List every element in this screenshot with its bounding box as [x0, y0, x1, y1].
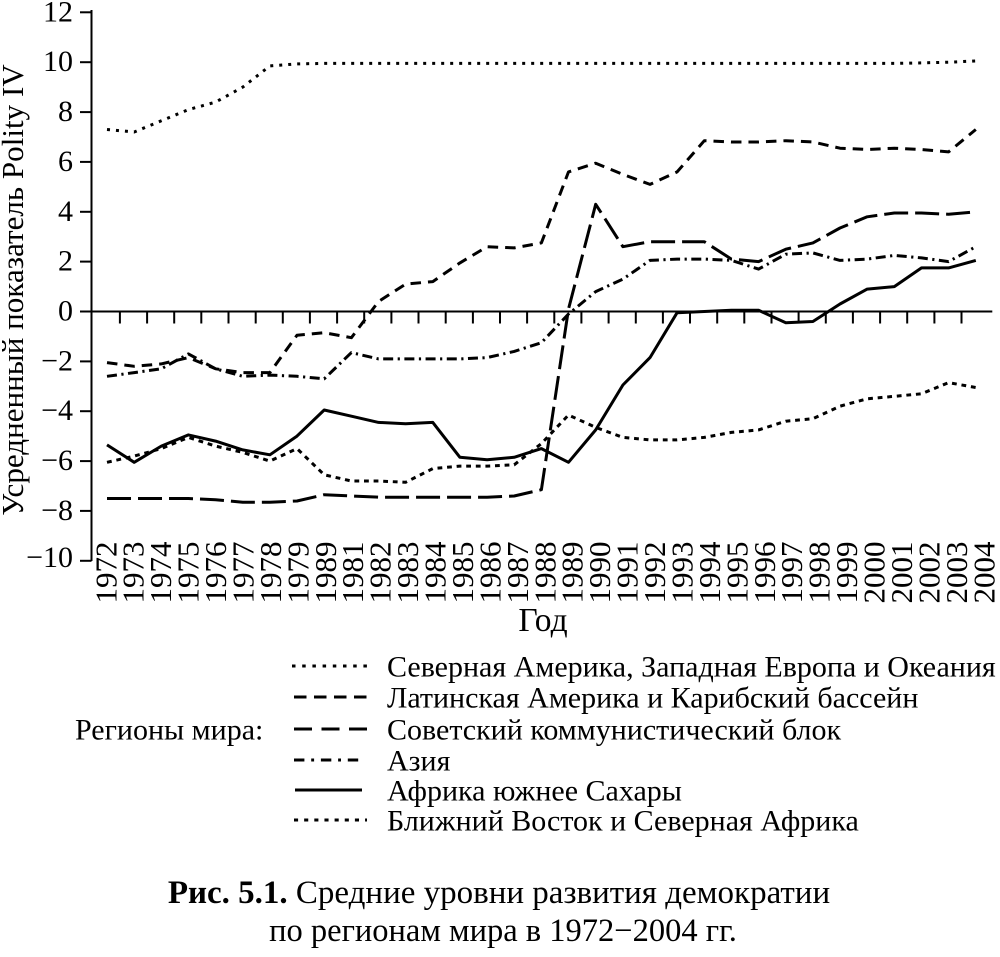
svg-text:1972: 1972 — [88, 542, 123, 604]
svg-text:1982: 1982 — [363, 542, 398, 604]
svg-text:Усредненный показатель Polity: Усредненный показатель Polity IV — [0, 64, 30, 516]
svg-text:−8: −8 — [41, 494, 73, 527]
svg-text:6: 6 — [58, 145, 73, 178]
svg-text:1981: 1981 — [335, 542, 370, 604]
svg-text:1989: 1989 — [555, 542, 590, 604]
svg-text:1979: 1979 — [280, 542, 315, 604]
svg-text:−2: −2 — [41, 344, 73, 377]
svg-text:−10: −10 — [26, 541, 73, 574]
svg-text:1989: 1989 — [308, 542, 343, 604]
svg-text:Рис. 5.1. Средние уровни разви: Рис. 5.1. Средние уровни развития демокр… — [168, 875, 830, 911]
svg-text:8: 8 — [58, 95, 73, 128]
svg-text:12: 12 — [43, 0, 73, 28]
svg-text:Советский коммунистический бло: Советский коммунистический блок — [387, 714, 841, 747]
svg-text:по регионам мира в 1972−2004 г: по регионам мира в 1972−2004 гг. — [269, 913, 737, 949]
svg-text:2004: 2004 — [966, 541, 1000, 604]
svg-text:1995: 1995 — [719, 542, 754, 604]
svg-text:Африка южнее Сахары: Африка южнее Сахары — [387, 775, 682, 808]
svg-text:1977: 1977 — [226, 542, 261, 604]
svg-text:1990: 1990 — [582, 542, 617, 604]
svg-text:Латинская Америка и Карибский: Латинская Америка и Карибский бассейн — [387, 682, 918, 715]
svg-text:Северная Америка, Западная Евр: Северная Америка, Западная Европа и Океа… — [387, 651, 996, 684]
svg-text:1988: 1988 — [527, 542, 562, 604]
svg-text:1976: 1976 — [198, 542, 233, 604]
svg-text:1993: 1993 — [665, 542, 700, 604]
svg-text:2003: 2003 — [939, 542, 974, 604]
svg-text:0: 0 — [58, 295, 73, 328]
svg-text:1974: 1974 — [143, 541, 178, 604]
svg-text:1992: 1992 — [637, 542, 672, 604]
svg-text:1983: 1983 — [390, 542, 425, 604]
svg-text:10: 10 — [43, 45, 73, 78]
svg-text:1978: 1978 — [253, 542, 288, 604]
svg-text:1991: 1991 — [610, 542, 645, 604]
svg-text:2: 2 — [58, 245, 73, 278]
svg-text:4: 4 — [58, 195, 73, 228]
svg-text:Азия: Азия — [387, 745, 451, 778]
svg-text:1994: 1994 — [692, 541, 727, 604]
svg-text:Год: Год — [518, 602, 567, 639]
svg-text:1997: 1997 — [774, 542, 809, 604]
svg-text:Регионы мира:: Регионы мира: — [75, 714, 263, 747]
svg-text:1987: 1987 — [500, 542, 535, 604]
svg-text:2000: 2000 — [857, 542, 892, 604]
svg-text:1984: 1984 — [418, 541, 453, 604]
svg-text:Ближний Восток и Северная Афри: Ближний Восток и Северная Африка — [387, 805, 859, 838]
svg-text:1973: 1973 — [116, 542, 151, 604]
svg-text:2002: 2002 — [911, 542, 946, 604]
svg-text:−4: −4 — [41, 394, 73, 427]
svg-text:1996: 1996 — [747, 542, 782, 604]
svg-text:−6: −6 — [41, 444, 73, 477]
svg-text:1975: 1975 — [171, 542, 206, 604]
svg-text:1998: 1998 — [802, 542, 837, 604]
svg-text:1999: 1999 — [829, 542, 864, 604]
svg-text:1986: 1986 — [472, 542, 507, 604]
svg-text:2001: 2001 — [884, 542, 919, 604]
svg-text:1985: 1985 — [445, 542, 480, 604]
